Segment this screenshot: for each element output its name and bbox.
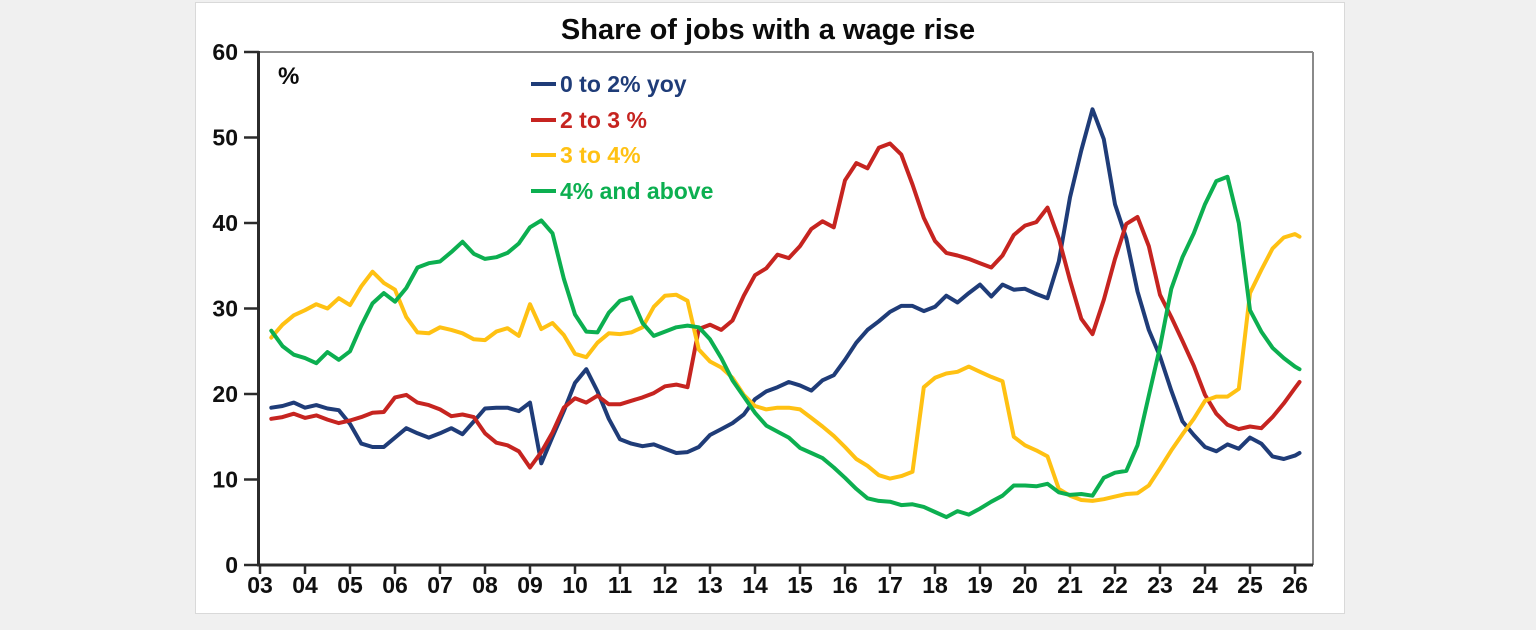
legend-item-2-to-3pct: 2 to 3 % [531, 107, 647, 133]
legend-item-3-to-4pct: 3 to 4% [531, 142, 641, 168]
y-tick-label: 30 [212, 296, 238, 322]
legend-item-0-to-2pct-yoy: 0 to 2% yoy [531, 71, 687, 97]
x-tick-label: 24 [1192, 572, 1218, 598]
x-tick-label: 14 [742, 572, 768, 598]
x-tick-label: 03 [247, 572, 273, 598]
legend-item-4pct-and-above: 4% and above [531, 178, 713, 204]
x-tick-label: 04 [292, 572, 318, 598]
x-tick-label: 10 [562, 572, 588, 598]
legend-label-3-to-4pct: 3 to 4% [560, 142, 641, 168]
chart-panel [195, 2, 1345, 614]
legend: 0 to 2% yoy 2 to 3 % 3 to 4% 4% and abov… [531, 71, 713, 204]
x-tick-label: 08 [472, 572, 498, 598]
legend-label-2-to-3pct: 2 to 3 % [560, 107, 647, 133]
x-tick-label: 21 [1057, 572, 1083, 598]
x-tick-label: 06 [382, 572, 408, 598]
x-tick-label: 20 [1012, 572, 1038, 598]
legend-label-0-to-2pct-yoy: 0 to 2% yoy [560, 71, 687, 97]
series-line-2-to-3pct [269, 141, 1302, 470]
series-line-4pct-and-above [269, 174, 1302, 520]
x-tick-label: 17 [877, 572, 903, 598]
y-tick-label: 50 [212, 125, 238, 151]
x-tick-label: 15 [787, 572, 813, 598]
x-tick-label: 12 [652, 572, 678, 598]
y-tick-label: 20 [212, 381, 238, 407]
plot-area: 0 10 20 30 40 50 60 03 04 05 06 07 08 09 10 11 12 13 14 15 1… [212, 39, 1307, 598]
chart-title: Share of jobs with a wage rise [561, 14, 975, 46]
y-tick-label: 40 [212, 210, 238, 236]
y-tick-label: 60 [212, 39, 238, 65]
x-tick-label: 19 [967, 572, 993, 598]
series-line-0-to-2pct-yoy [269, 107, 1302, 466]
x-tick-label: 05 [337, 572, 363, 598]
x-tick-label: 23 [1147, 572, 1173, 598]
legend-label-4pct-and-above: 4% and above [560, 178, 713, 204]
y-tick-label: 0 [225, 552, 238, 578]
y-tick-label: 10 [212, 467, 238, 493]
x-tick-label: 25 [1237, 572, 1263, 598]
x-tick-label: 09 [517, 572, 543, 598]
x-tick-label: 07 [427, 572, 453, 598]
x-tick-label: 22 [1102, 572, 1128, 598]
y-axis-unit-label: % [278, 63, 299, 90]
x-tick-label: 11 [608, 572, 633, 598]
series-line-3-to-4pct [269, 232, 1302, 503]
x-tick-label: 16 [832, 572, 858, 598]
x-tick-label: 26 [1282, 572, 1308, 598]
x-tick-label: 13 [697, 572, 723, 598]
x-tick-label: 18 [922, 572, 948, 598]
